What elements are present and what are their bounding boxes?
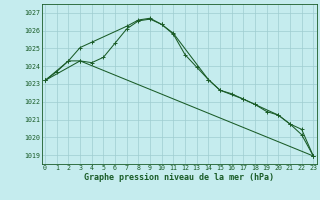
X-axis label: Graphe pression niveau de la mer (hPa): Graphe pression niveau de la mer (hPa) xyxy=(84,173,274,182)
